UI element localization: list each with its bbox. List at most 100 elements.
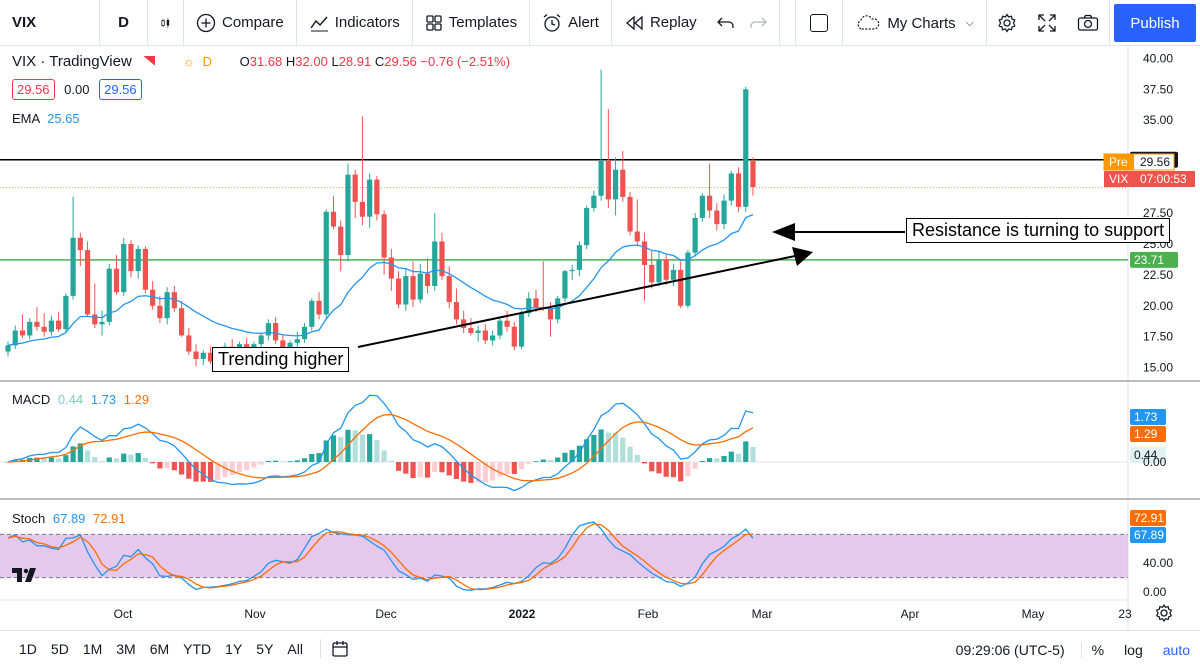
candle[interactable] bbox=[721, 194, 727, 230]
candle[interactable] bbox=[663, 255, 669, 285]
candle[interactable] bbox=[612, 157, 619, 216]
candle[interactable] bbox=[19, 314, 26, 338]
candle[interactable] bbox=[692, 213, 698, 257]
candle[interactable] bbox=[605, 109, 611, 209]
bid-button[interactable]: 29.56 bbox=[12, 79, 55, 100]
candle[interactable] bbox=[649, 250, 655, 289]
candle[interactable] bbox=[699, 193, 705, 222]
candle[interactable] bbox=[388, 248, 394, 291]
candle[interactable] bbox=[128, 240, 134, 278]
chart-canvas[interactable]: 40.0037.5035.0027.5025.0022.5020.0017.50… bbox=[0, 46, 1200, 630]
candle[interactable] bbox=[338, 220, 344, 272]
candle[interactable] bbox=[92, 283, 98, 329]
candle[interactable] bbox=[5, 341, 11, 357]
candle[interactable] bbox=[518, 310, 525, 350]
support-annotation[interactable]: Resistance is turning to support bbox=[906, 218, 1171, 243]
candle[interactable] bbox=[374, 175, 380, 221]
macd-legend[interactable]: MACD 0.44 1.73 1.29 bbox=[12, 392, 149, 407]
replay-button[interactable]: Replay bbox=[612, 0, 709, 46]
candle[interactable] bbox=[273, 316, 279, 345]
stoch-axis-badge[interactable]: 67.89 bbox=[1130, 527, 1166, 543]
candle[interactable] bbox=[157, 295, 163, 324]
candle[interactable] bbox=[12, 325, 18, 350]
candle[interactable] bbox=[424, 258, 431, 294]
compare-button[interactable]: Compare bbox=[184, 0, 297, 46]
candle[interactable] bbox=[316, 292, 322, 320]
log-toggle[interactable]: log bbox=[1124, 641, 1143, 658]
candle[interactable] bbox=[294, 331, 300, 348]
candle[interactable] bbox=[178, 300, 185, 337]
stoch-legend[interactable]: Stoch 67.89 72.91 bbox=[12, 511, 126, 526]
candle[interactable] bbox=[84, 241, 91, 317]
range-button-1y[interactable]: 1Y bbox=[225, 641, 243, 657]
candle[interactable] bbox=[641, 232, 648, 301]
candle[interactable] bbox=[309, 298, 315, 331]
candle[interactable] bbox=[591, 190, 597, 212]
candle[interactable] bbox=[200, 350, 206, 366]
candle[interactable] bbox=[743, 86, 749, 212]
candle[interactable] bbox=[34, 307, 40, 331]
candle[interactable] bbox=[634, 199, 640, 247]
stoch-k-line[interactable] bbox=[7, 521, 754, 591]
candle[interactable] bbox=[504, 310, 510, 332]
alert-button[interactable]: Alert bbox=[530, 0, 612, 46]
candle[interactable] bbox=[70, 196, 76, 300]
candle[interactable] bbox=[77, 232, 83, 267]
candle[interactable] bbox=[207, 346, 214, 364]
range-button-1m[interactable]: 1M bbox=[82, 641, 103, 657]
candle[interactable] bbox=[576, 241, 583, 277]
candle[interactable] bbox=[106, 263, 112, 326]
candle[interactable] bbox=[265, 319, 271, 341]
candle[interactable] bbox=[99, 310, 105, 336]
macd-axis-badge[interactable]: 0.44 bbox=[1130, 447, 1166, 463]
candle[interactable] bbox=[728, 170, 734, 206]
candle[interactable] bbox=[330, 195, 337, 230]
templates-button[interactable]: Templates bbox=[413, 0, 531, 46]
time-axis[interactable]: Oct Nov Dec 2022 Feb Mar Apr May 23 bbox=[114, 607, 1132, 621]
candle[interactable] bbox=[301, 323, 308, 343]
indicators-button[interactable]: Indicators bbox=[297, 0, 413, 46]
snapshot-button[interactable] bbox=[1067, 0, 1110, 46]
support-arrow[interactable] bbox=[772, 223, 905, 241]
range-button-ytd[interactable]: YTD bbox=[183, 641, 212, 657]
candle[interactable] bbox=[359, 116, 366, 226]
candle[interactable] bbox=[584, 205, 590, 249]
candle[interactable] bbox=[113, 255, 120, 295]
my-charts-button[interactable]: My Charts ⌵ bbox=[843, 0, 987, 46]
last-price-badge[interactable]: VIX 07:00:53 bbox=[1104, 171, 1195, 187]
range-button-5d[interactable]: 5D bbox=[50, 641, 69, 657]
range-button-all[interactable]: All bbox=[287, 641, 303, 657]
redo-button[interactable] bbox=[743, 0, 780, 46]
candle[interactable] bbox=[439, 232, 445, 280]
candle[interactable] bbox=[142, 246, 149, 294]
pre-market-badge[interactable]: Pre 29.56 bbox=[1103, 153, 1175, 171]
candle[interactable] bbox=[186, 328, 192, 356]
macd-line[interactable] bbox=[7, 394, 754, 492]
candle[interactable] bbox=[56, 311, 62, 332]
candle[interactable] bbox=[526, 292, 532, 317]
candle[interactable] bbox=[164, 287, 170, 325]
range-button-5y[interactable]: 5Y bbox=[256, 641, 274, 657]
ask-button[interactable]: 29.56 bbox=[99, 79, 142, 100]
candle[interactable] bbox=[707, 163, 713, 218]
macd-axis-badge[interactable]: 1.73 bbox=[1130, 409, 1166, 425]
candle[interactable] bbox=[410, 261, 416, 308]
candle[interactable] bbox=[150, 281, 156, 310]
candle[interactable] bbox=[352, 169, 358, 218]
layout-button[interactable] bbox=[795, 0, 844, 46]
macd-signal-line[interactable] bbox=[7, 413, 754, 482]
undo-button[interactable] bbox=[709, 0, 743, 46]
candle[interactable] bbox=[395, 271, 402, 309]
candle[interactable] bbox=[627, 191, 633, 236]
range-button-3m[interactable]: 3M bbox=[116, 641, 136, 657]
candle[interactable] bbox=[403, 268, 409, 311]
candle[interactable] bbox=[27, 318, 33, 340]
candle[interactable] bbox=[562, 269, 568, 303]
calendar-goto-icon[interactable] bbox=[331, 640, 349, 658]
interval-button[interactable]: D bbox=[100, 0, 148, 46]
publish-button[interactable]: Publish bbox=[1114, 4, 1196, 42]
ema-legend[interactable]: EMA 25.65 bbox=[12, 111, 80, 126]
candle[interactable] bbox=[735, 167, 742, 212]
candle[interactable] bbox=[121, 237, 127, 296]
candle[interactable] bbox=[41, 313, 47, 337]
